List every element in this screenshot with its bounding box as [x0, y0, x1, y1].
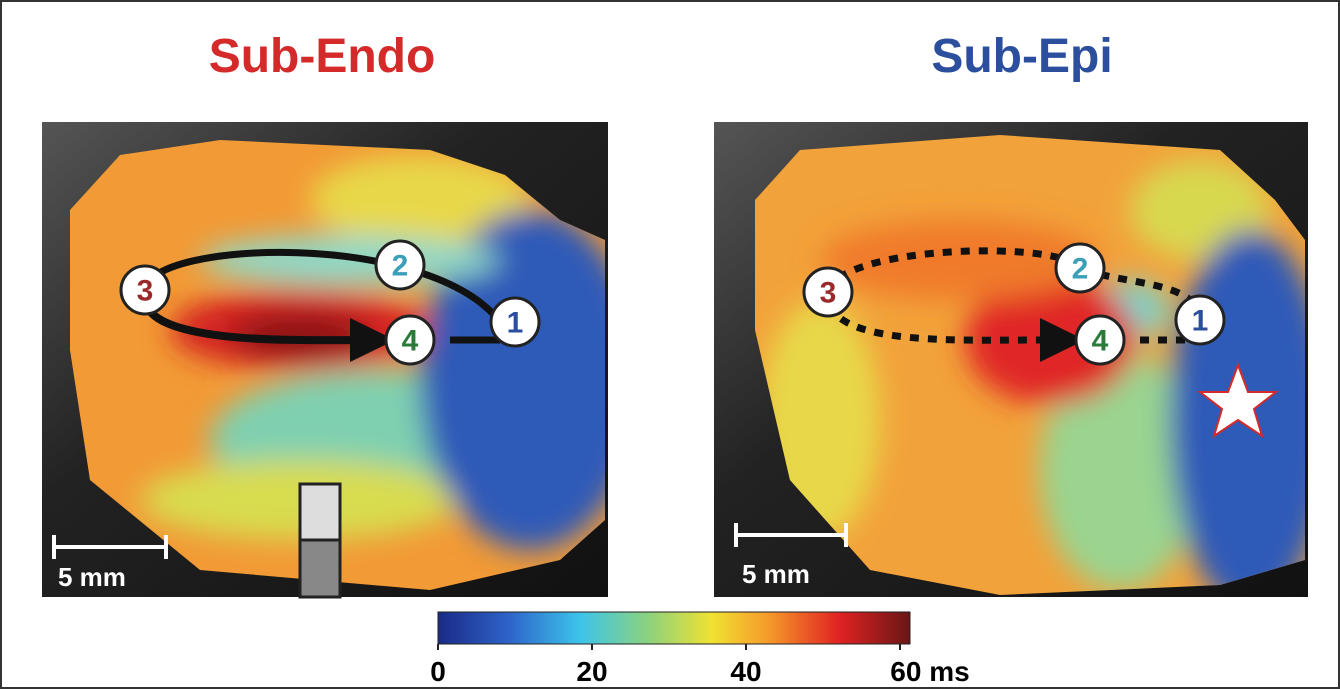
marker-label: 1 [1192, 305, 1209, 338]
marker [489, 296, 541, 348]
marker-label: 3 [820, 277, 837, 310]
map-right: 5 mm [714, 122, 1308, 597]
map-left: 5 mm [42, 122, 608, 599]
marker-label: 2 [1072, 253, 1089, 286]
marker-label: 3 [137, 275, 154, 308]
marker [374, 239, 426, 291]
marker-label: 2 [392, 250, 409, 283]
panel-title: Sub-Endo [209, 30, 436, 83]
marker-label: 1 [507, 307, 524, 340]
scale-bar-label: 5 mm [58, 562, 126, 592]
tick-label: 40 [730, 656, 761, 687]
marker [384, 314, 436, 366]
markers: 1 2 3 4 1 2 3 4 [119, 239, 1226, 366]
panel-title: Sub-Epi [931, 30, 1112, 83]
colorbar-ticks: 0 20 40 60 ms [430, 644, 970, 687]
marker [1054, 242, 1106, 294]
marker-label: 4 [402, 325, 419, 358]
marker-label: 4 [1092, 325, 1109, 358]
marker [119, 264, 171, 316]
marker [802, 266, 854, 318]
tick-label: 20 [576, 656, 607, 687]
marker [1074, 314, 1126, 366]
tick-label: 60 ms [890, 656, 969, 687]
tick-label: 0 [430, 656, 446, 687]
marker [1174, 294, 1226, 346]
colorbar [437, 611, 911, 645]
scale-bar-label: 5 mm [742, 559, 810, 589]
